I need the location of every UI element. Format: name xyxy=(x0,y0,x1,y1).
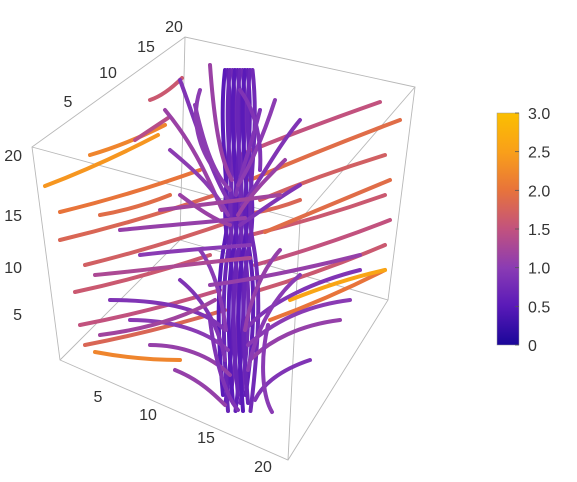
straight-streamline xyxy=(58,168,202,214)
mid-streamline xyxy=(93,256,252,277)
colorbar-ticks: 0 0.5 1.0 1.5 2.0 2.5 3.0 xyxy=(515,106,550,355)
straight-streamline xyxy=(78,288,222,327)
straight-streamline xyxy=(83,218,237,267)
lower-fan-streamline xyxy=(208,318,240,412)
colorbar: 0 0.5 1.0 1.5 2.0 2.5 3.0 xyxy=(496,106,550,355)
lower-fan-streamline xyxy=(243,268,362,332)
lower-fan-streamline xyxy=(261,323,274,414)
x-tick-label: 10 xyxy=(139,407,157,424)
colorbar-tick-label: 0.5 xyxy=(528,299,550,316)
core-streamline xyxy=(231,68,245,397)
colorbar-tick-label: 2.0 xyxy=(528,183,550,200)
lower-fan-streamline xyxy=(173,368,227,407)
lower-fan-streamline xyxy=(198,248,228,332)
core-streamline xyxy=(236,68,250,413)
upper-fan-streamline xyxy=(178,193,232,227)
upper-fan-streamline xyxy=(238,183,302,227)
lower-fan-streamline xyxy=(248,318,342,362)
upper-fan-streamline xyxy=(168,148,230,217)
lower-fan-streamline xyxy=(148,343,232,377)
lower-fan-streamline xyxy=(108,298,227,332)
mid-streamline xyxy=(118,216,247,232)
colorbar-tick-label: 1.5 xyxy=(528,222,550,239)
box-edge-front-vertical xyxy=(287,219,301,461)
straight-streamline xyxy=(93,350,182,362)
straight-streamline xyxy=(43,133,160,188)
z-tick-label: 10 xyxy=(4,260,22,277)
upper-fan-streamline xyxy=(238,88,263,172)
mid-streamline xyxy=(98,298,217,337)
straight-streamline xyxy=(248,118,402,182)
upper-fan-streamline xyxy=(193,88,217,172)
straight-streamline xyxy=(288,268,387,302)
straight-streamline xyxy=(133,116,170,142)
straight-streamline xyxy=(268,268,387,322)
straight-streamline xyxy=(73,253,212,294)
core-streamline xyxy=(221,68,235,413)
x-tick-label: 15 xyxy=(197,430,215,447)
colorbar-tick-label: 0 xyxy=(528,338,537,355)
axis-ticks-group: 5 10 15 20 5 10 15 20 5 10 15 20 xyxy=(4,19,272,476)
lower-fan-streamline xyxy=(246,273,302,372)
mid-streamline xyxy=(208,253,362,287)
streamlines-group xyxy=(43,63,402,414)
z-tick-label: 20 xyxy=(4,148,22,165)
box-edge-back-right xyxy=(179,239,389,301)
colorbar-tick-label: 2.5 xyxy=(528,145,550,162)
upper-fan-streamline xyxy=(208,63,234,182)
x-tick-label: 5 xyxy=(94,389,103,406)
upper-fan-streamline xyxy=(236,98,277,187)
z-tick-label: 15 xyxy=(4,208,22,225)
y-tick-label: 10 xyxy=(99,65,117,82)
x-tick-label: 20 xyxy=(254,459,272,476)
mid-streamline xyxy=(158,193,282,212)
straight-streamline xyxy=(58,193,217,242)
colorbar-tick-label: 3.0 xyxy=(528,106,550,123)
lower-fan-streamline xyxy=(253,358,312,402)
straight-streamline xyxy=(258,243,387,292)
upper-fan-streamline xyxy=(236,158,287,217)
straight-streamline xyxy=(88,123,167,157)
mid-streamline xyxy=(138,243,252,257)
lower-fan-streamline xyxy=(178,278,227,362)
core-streamline xyxy=(226,68,240,405)
core-streamline xyxy=(241,68,255,405)
lower-fan-streamline xyxy=(243,248,282,332)
y-tick-label: 5 xyxy=(64,94,73,111)
y-tick-label: 15 xyxy=(137,39,155,56)
straight-streamline xyxy=(98,193,172,217)
y-tick-label: 20 xyxy=(165,19,183,36)
straight-streamline xyxy=(148,76,184,102)
box-edge-front-top-right xyxy=(299,86,416,221)
colorbar-tick-label: 1.0 xyxy=(528,261,550,278)
straight-streamline xyxy=(263,178,392,234)
z-tick-label: 5 xyxy=(13,307,22,324)
